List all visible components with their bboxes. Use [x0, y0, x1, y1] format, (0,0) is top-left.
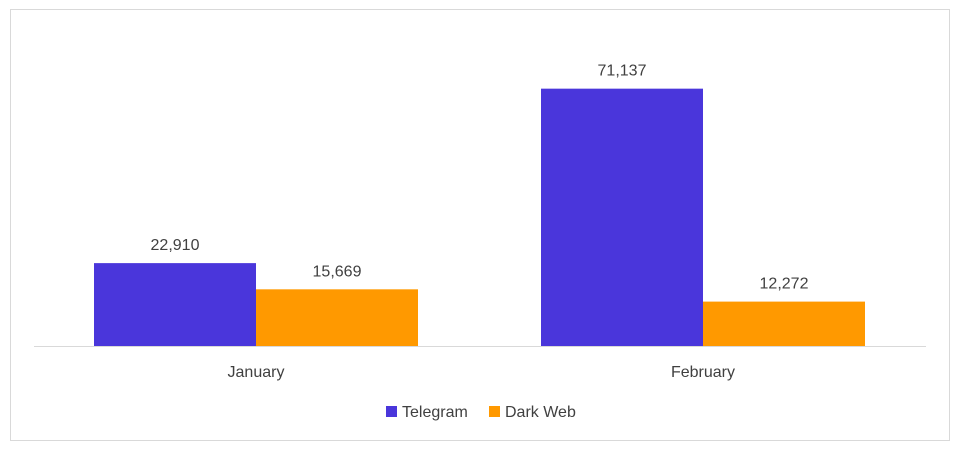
legend-swatch-telegram [386, 406, 397, 417]
bar-dark-web-february [703, 301, 865, 346]
data-label-dark-web-february: 12,272 [760, 276, 809, 293]
data-label-dark-web-january: 15,669 [313, 263, 362, 280]
data-label-telegram-february: 71,137 [598, 63, 647, 80]
bar-telegram-february [541, 88, 703, 347]
bar-telegram-january [94, 263, 256, 346]
chart-frame [10, 9, 950, 441]
legend-label-telegram: Telegram [402, 404, 468, 421]
bar-dark-web-january [256, 289, 418, 346]
legend: Telegram Dark Web [386, 404, 576, 421]
legend-label-dark-web: Dark Web [505, 404, 576, 421]
plot-area: 22,910 71,137 15,669 12,272 [94, 63, 865, 347]
x-tick-label-january: January [228, 364, 285, 381]
data-label-telegram-january: 22,910 [151, 237, 200, 254]
x-tick-label-february: February [671, 364, 735, 381]
legend-swatch-dark-web [489, 406, 500, 417]
